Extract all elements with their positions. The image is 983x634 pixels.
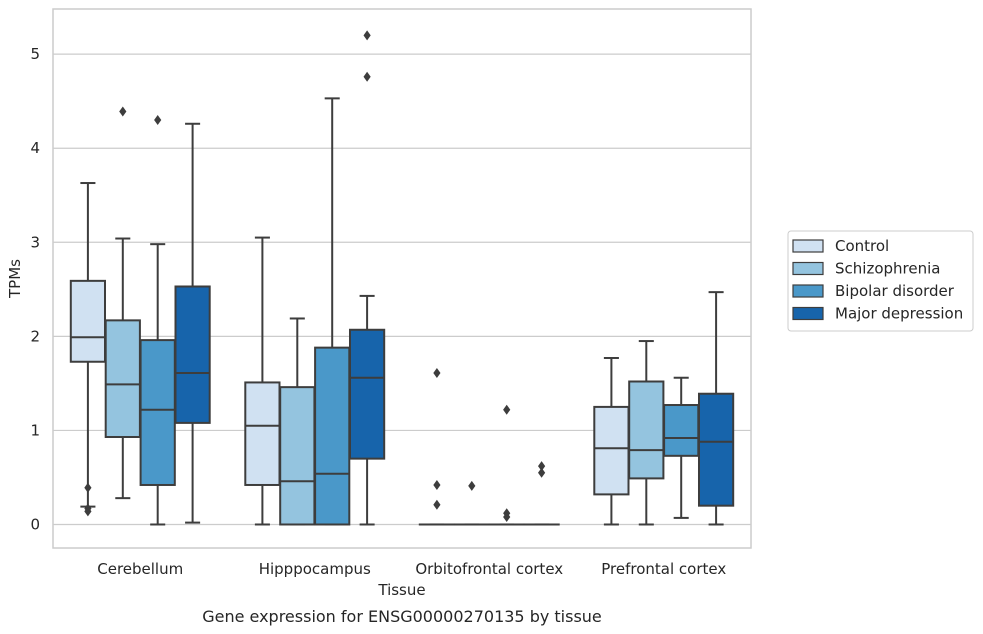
legend: Control Schizophrenia Bipolar disorder Majo… — [787, 230, 974, 332]
box — [244, 381, 281, 486]
box — [174, 285, 211, 424]
box — [348, 328, 386, 460]
x-tick-label: Hipppocampus — [259, 560, 371, 578]
box — [628, 380, 665, 480]
x-tick-label: Prefrontal cortex — [601, 560, 726, 578]
box-group — [593, 356, 630, 526]
outlier-point — [363, 71, 371, 82]
legend-label: Major depression — [835, 305, 963, 323]
box-group — [139, 114, 176, 526]
outlier-point — [538, 467, 546, 478]
box-group — [348, 30, 386, 526]
y-tick-label: 4 — [30, 139, 40, 157]
box — [593, 405, 630, 496]
outlier-point — [433, 479, 441, 490]
box — [69, 279, 107, 363]
legend-swatch — [792, 239, 824, 253]
y-tick-label: 5 — [30, 45, 40, 63]
legend-item: Control — [792, 237, 889, 255]
box — [104, 319, 141, 439]
box-group — [488, 404, 525, 526]
box-group — [453, 480, 490, 526]
box-group — [697, 291, 735, 526]
legend-label: Schizophrenia — [835, 260, 940, 278]
outlier-point — [84, 482, 92, 493]
legend-items: Control Schizophrenia Bipolar disorder Majo… — [792, 237, 963, 323]
y-tick-labels: 0 1 2 3 4 5 — [30, 45, 40, 533]
box — [697, 392, 735, 507]
outlier-point — [468, 480, 476, 491]
x-tick-label: Orbitofrontal cortex — [415, 560, 563, 578]
box-group — [418, 368, 456, 526]
legend-label: Control — [835, 237, 889, 255]
box-group — [523, 461, 560, 526]
outlier-point — [363, 30, 371, 41]
y-tick-label: 2 — [30, 327, 40, 345]
box-group — [628, 340, 665, 526]
box-group — [104, 106, 141, 500]
legend-frame — [787, 230, 974, 332]
legend-item: Schizophrenia — [792, 260, 940, 278]
y-tick-label: 3 — [30, 233, 40, 251]
legend-swatch — [792, 306, 824, 321]
box — [279, 386, 316, 526]
y-tick-label: 0 — [30, 515, 40, 533]
legend-swatch — [792, 261, 824, 276]
box — [663, 404, 700, 457]
legend-item: Major depression — [792, 305, 963, 323]
box-group — [244, 236, 281, 526]
box-group — [314, 97, 351, 526]
x-tick-label: Cerebellum — [97, 560, 183, 578]
plot-area-frame — [52, 8, 752, 549]
box-group — [69, 182, 107, 517]
box-group — [279, 317, 316, 526]
outlier-point — [84, 506, 92, 517]
x-tick-labels: Cerebellum Hipppocampus Orbitofrontal cort… — [97, 560, 726, 578]
outlier-point — [503, 511, 511, 522]
y-tick-label: 1 — [30, 421, 40, 439]
legend-item: Bipolar disorder — [792, 282, 955, 300]
box-layer — [69, 30, 735, 526]
legend-swatch — [792, 284, 824, 298]
outlier-point — [538, 461, 546, 472]
box-group — [174, 122, 211, 524]
outlier-point — [433, 499, 441, 510]
outlier-point — [503, 404, 511, 415]
outlier-point — [433, 368, 441, 379]
outlier-point — [119, 106, 127, 117]
box-group — [663, 376, 700, 519]
x-axis-label: Tissue — [377, 581, 425, 599]
y-axis-label: TPMs — [6, 259, 24, 299]
box — [314, 346, 351, 526]
figure-caption: Gene expression for ENSG00000270135 by t… — [202, 607, 602, 626]
legend-label: Bipolar disorder — [835, 282, 955, 300]
outlier-point — [154, 114, 162, 125]
box — [139, 339, 176, 486]
